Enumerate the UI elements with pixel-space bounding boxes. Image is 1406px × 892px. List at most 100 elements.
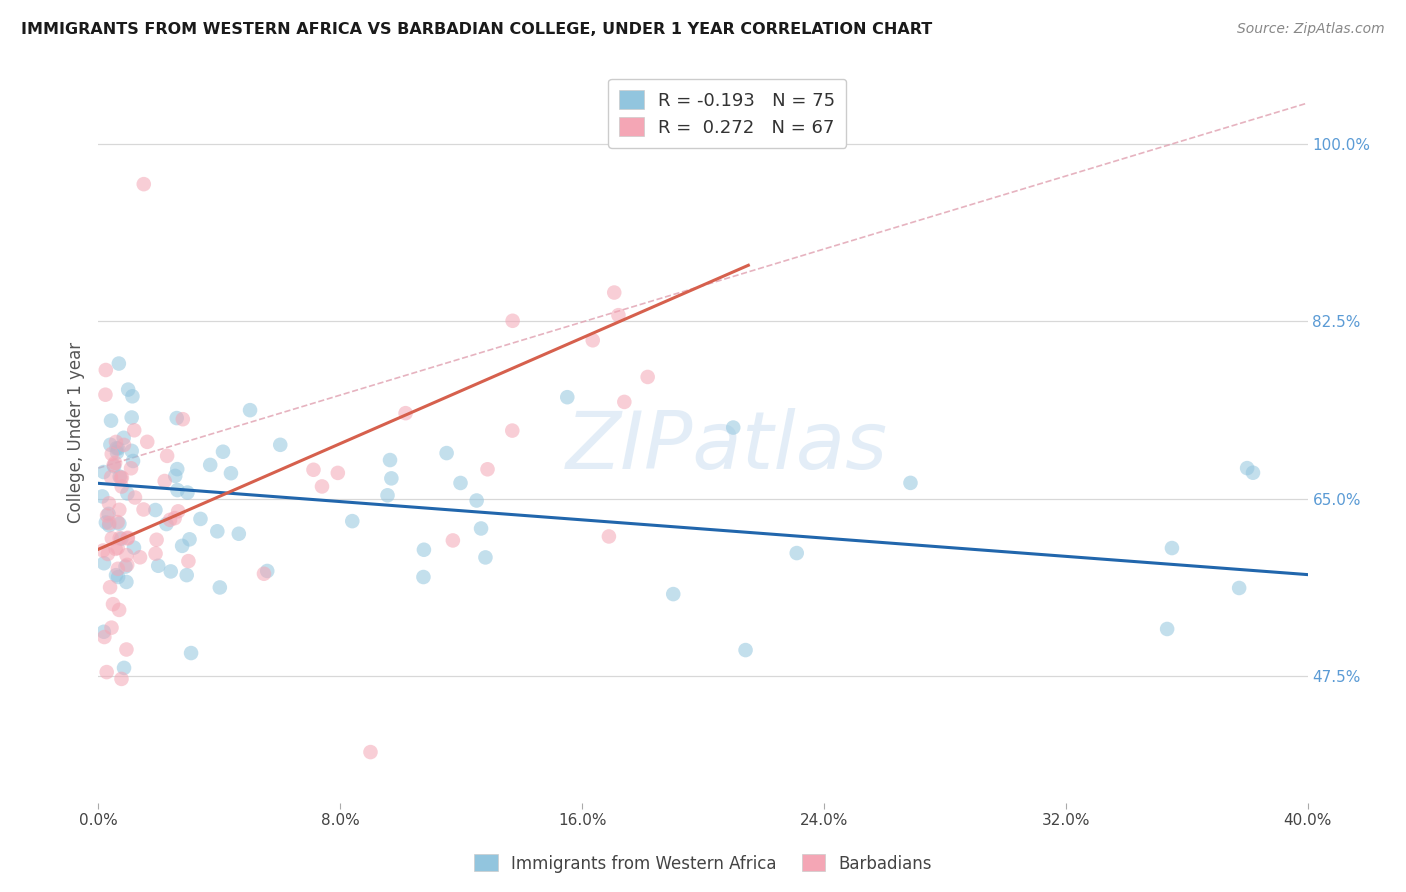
Point (91, 490, 114, 504)
Point (110, 532, 132, 546)
Point (413, 542, 436, 557)
Point (122, 541, 145, 555)
Point (112, 438, 135, 452)
Point (501, 424, 523, 438)
Point (145, 503, 167, 517)
Point (115, 548, 138, 562)
Point (145, 533, 167, 547)
Point (107, 570, 129, 584)
Text: Source: ZipAtlas.com: Source: ZipAtlas.com (1237, 22, 1385, 37)
Point (98, 516, 121, 530)
Point (94, 387, 117, 401)
Point (132, 502, 155, 516)
Point (378, 453, 401, 467)
Point (105, 445, 128, 459)
Point (637, 370, 659, 384)
Point (179, 533, 201, 547)
Point (100, 414, 122, 428)
Point (1236, 461, 1258, 475)
Point (269, 438, 291, 452)
Point (100, 621, 122, 635)
Point (159, 513, 181, 527)
Point (1241, 466, 1264, 480)
Point (166, 462, 188, 476)
Point (104, 541, 127, 556)
Point (200, 458, 222, 472)
Point (98, 518, 121, 533)
Point (117, 532, 139, 546)
Point (97, 507, 120, 521)
Point (122, 454, 145, 468)
Point (114, 559, 136, 574)
Point (412, 570, 434, 584)
Point (93, 465, 115, 479)
Point (112, 661, 135, 675)
Point (555, 390, 578, 404)
Point (148, 558, 170, 573)
Point (212, 444, 235, 458)
Point (380, 471, 402, 485)
Point (115, 574, 138, 589)
Point (219, 467, 242, 481)
Point (105, 568, 128, 582)
Point (107, 562, 129, 576)
Point (121, 410, 143, 425)
Legend: Immigrants from Western Africa, Barbadians: Immigrants from Western Africa, Barbadia… (468, 847, 938, 880)
Point (176, 568, 198, 582)
Point (190, 512, 212, 526)
Point (1227, 581, 1250, 595)
Text: IMMIGRANTS FROM WESTERN AFRICA VS BARBADIAN COLLEGE, UNDER 1 YEAR CORRELATION CH: IMMIGRANTS FROM WESTERN AFRICA VS BARBAD… (21, 22, 932, 37)
Point (108, 503, 131, 517)
Point (786, 546, 808, 560)
Point (165, 469, 187, 483)
Point (101, 532, 124, 546)
Point (121, 389, 143, 403)
Point (253, 566, 276, 581)
Point (107, 541, 129, 555)
Point (132, 177, 155, 191)
Point (124, 491, 146, 505)
Point (436, 446, 458, 460)
Point (108, 469, 131, 483)
Point (470, 521, 492, 535)
Point (441, 533, 464, 548)
Point (723, 420, 745, 434)
Point (900, 475, 922, 490)
Point (167, 504, 190, 518)
Point (662, 587, 685, 601)
Point (207, 524, 229, 539)
Point (450, 475, 472, 490)
Point (172, 412, 194, 426)
Point (180, 646, 202, 660)
Point (465, 493, 488, 508)
Point (360, 745, 382, 759)
Point (117, 531, 139, 545)
Point (1161, 541, 1184, 555)
Point (342, 514, 364, 528)
Point (153, 474, 176, 488)
Point (477, 462, 499, 476)
Point (311, 479, 333, 493)
Point (105, 434, 128, 449)
Point (613, 395, 636, 409)
Point (94, 363, 117, 377)
Point (172, 539, 194, 553)
Point (394, 406, 416, 420)
Point (163, 511, 186, 525)
Point (607, 308, 630, 322)
Point (108, 357, 131, 371)
Point (256, 564, 278, 578)
Point (107, 442, 129, 456)
Point (100, 470, 122, 484)
Y-axis label: College, Under 1 year: College, Under 1 year (67, 342, 86, 524)
Point (110, 471, 132, 485)
Point (93, 624, 115, 639)
Point (94, 516, 117, 530)
Point (98, 438, 121, 452)
Point (111, 470, 134, 484)
Point (734, 643, 756, 657)
Point (101, 597, 124, 611)
Point (112, 431, 135, 445)
Point (115, 642, 138, 657)
Point (108, 516, 131, 531)
